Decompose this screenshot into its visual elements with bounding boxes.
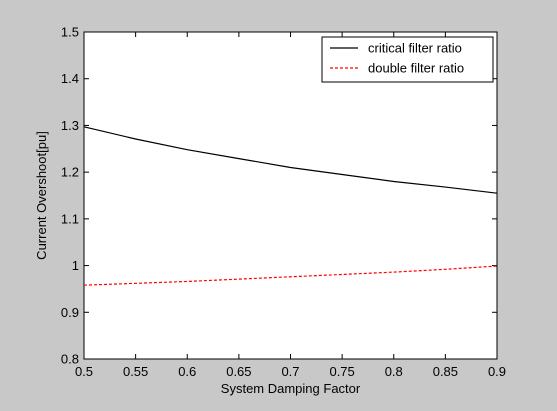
legend-label-critical: critical filter ratio	[368, 41, 462, 56]
series-layer	[83, 126, 498, 286]
x-tick-label: 0.7	[281, 364, 299, 379]
legend-box	[321, 36, 494, 83]
y-tick-label: 1.4	[61, 71, 79, 86]
plot-area	[83, 31, 498, 360]
x-tick-label: 0.8	[385, 364, 403, 379]
y-tick-label: 1.5	[61, 25, 79, 40]
y-axis-ticks: 0.8 0.9 1 1.1 1.2 1.3 1.4 1.5	[61, 25, 497, 367]
series-line-1	[83, 265, 498, 286]
y-tick-label: 1.1	[61, 211, 79, 226]
legend-label-double: double filter ratio	[368, 61, 464, 76]
y-tick-label: 1	[72, 258, 79, 273]
x-tick-label: 0.85	[433, 364, 458, 379]
y-tick-label: 0.9	[61, 305, 79, 320]
x-tick-label: 0.65	[226, 364, 251, 379]
x-axis-label: System Damping Factor	[221, 381, 361, 396]
x-axis-ticks: 0.5 0.55 0.6 0.65 0.7 0.75 0.8 0.85 0.9	[75, 32, 506, 379]
y-tick-label: 1.2	[61, 165, 79, 180]
x-tick-label: 0.55	[123, 364, 148, 379]
x-tick-label: 0.75	[329, 364, 354, 379]
x-tick-label: 0.6	[178, 364, 196, 379]
legend: critical filter ratio double filter rati…	[321, 36, 494, 83]
y-tick-label: 1.3	[61, 118, 79, 133]
y-tick-label: 0.8	[61, 352, 79, 367]
y-axis-label: Current Overshoot[pu]	[34, 131, 49, 260]
series-line-0	[83, 126, 498, 194]
x-tick-label: 0.9	[488, 364, 506, 379]
x-tick-label: 0.5	[75, 364, 93, 379]
